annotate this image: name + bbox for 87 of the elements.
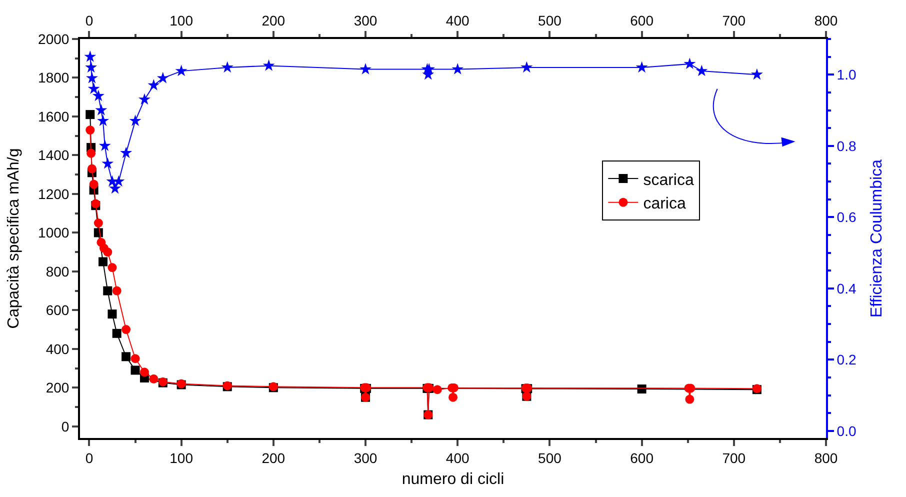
point <box>750 68 763 80</box>
point <box>86 72 98 84</box>
point <box>87 164 96 174</box>
point <box>696 64 708 76</box>
point <box>98 257 108 266</box>
point <box>122 325 131 334</box>
point <box>175 64 188 76</box>
point <box>112 328 122 338</box>
point <box>130 354 140 364</box>
y-tick-label: 2000 <box>38 30 70 47</box>
point <box>140 368 149 377</box>
point <box>262 59 275 71</box>
point <box>122 352 131 362</box>
point <box>109 182 121 194</box>
y2-tick-label: 0.6 <box>836 209 856 226</box>
point <box>92 90 104 102</box>
point <box>685 394 694 404</box>
y-tick-label: 1800 <box>38 70 70 86</box>
point <box>108 263 117 272</box>
point <box>112 286 122 296</box>
point <box>97 114 110 126</box>
point <box>86 110 95 120</box>
point <box>89 180 98 189</box>
point <box>448 392 458 402</box>
point <box>86 126 95 135</box>
x2-tick-label: 200 <box>262 450 286 466</box>
point <box>452 62 464 74</box>
y-tick-label: 1600 <box>38 108 70 124</box>
y2-tick-label: 0.2 <box>836 352 856 368</box>
point <box>129 114 142 126</box>
x2-tick-label: 500 <box>538 450 562 466</box>
point <box>636 61 648 73</box>
x-tick-label: 200 <box>262 12 286 28</box>
point <box>103 248 112 257</box>
point <box>684 58 696 70</box>
x-tick-label: 100 <box>170 12 194 28</box>
legend-label: scarica <box>643 172 694 189</box>
point <box>88 82 100 94</box>
x2-tick-label: 600 <box>630 450 654 466</box>
y-tick-label: 1400 <box>38 147 70 164</box>
y-tick-label: 200 <box>46 380 70 396</box>
x-tick-label: 300 <box>354 12 378 28</box>
y-tick-label: 800 <box>46 263 70 280</box>
y-tick-label: 0 <box>61 418 70 434</box>
point <box>98 140 111 151</box>
y2-tick-label: 0.8 <box>836 138 856 154</box>
x2-tick-label: 700 <box>722 450 746 466</box>
x-axis-title: numero di cicli <box>402 471 504 488</box>
x-tick-label: 400 <box>446 12 470 28</box>
point <box>520 61 533 73</box>
point <box>94 218 103 228</box>
y-tick-label: 1000 <box>38 224 70 241</box>
x2-tick-label: 800 <box>814 450 838 466</box>
x-tick-label: 800 <box>814 12 838 28</box>
point <box>86 148 96 158</box>
x2-tick-label: 100 <box>170 450 194 466</box>
point <box>156 72 169 84</box>
point <box>360 62 372 74</box>
point <box>149 374 158 384</box>
point <box>85 61 98 73</box>
point <box>130 366 140 375</box>
point <box>148 79 160 90</box>
point <box>432 385 442 394</box>
legend-label: carica <box>643 196 686 213</box>
x-tick-label: 600 <box>630 12 654 28</box>
y2-tick-label: 1.0 <box>836 66 856 83</box>
point <box>108 310 117 319</box>
point <box>102 157 114 169</box>
x2-tick-label: 300 <box>354 450 378 466</box>
point <box>84 50 96 62</box>
y2-tick-label: 0.4 <box>836 280 856 296</box>
point <box>95 104 108 116</box>
y2-axis-title: Efficienza Coulumbica <box>868 159 886 318</box>
y-tick-label: 400 <box>46 340 70 357</box>
x-tick-label: 0 <box>85 12 94 28</box>
x2-tick-label: 0 <box>85 450 94 466</box>
y-axis-title: Capacità specifica mAh/g <box>5 148 22 329</box>
x2-tick-label: 400 <box>446 450 470 466</box>
y2-tick-label: 0.0 <box>836 422 856 439</box>
x-tick-label: 700 <box>722 12 746 28</box>
point <box>120 146 132 158</box>
point <box>103 286 112 296</box>
point <box>138 93 150 105</box>
y-tick-label: 1200 <box>38 186 70 202</box>
y-tick-label: 600 <box>46 302 70 318</box>
x-tick-label: 500 <box>538 12 562 28</box>
point <box>221 61 234 73</box>
